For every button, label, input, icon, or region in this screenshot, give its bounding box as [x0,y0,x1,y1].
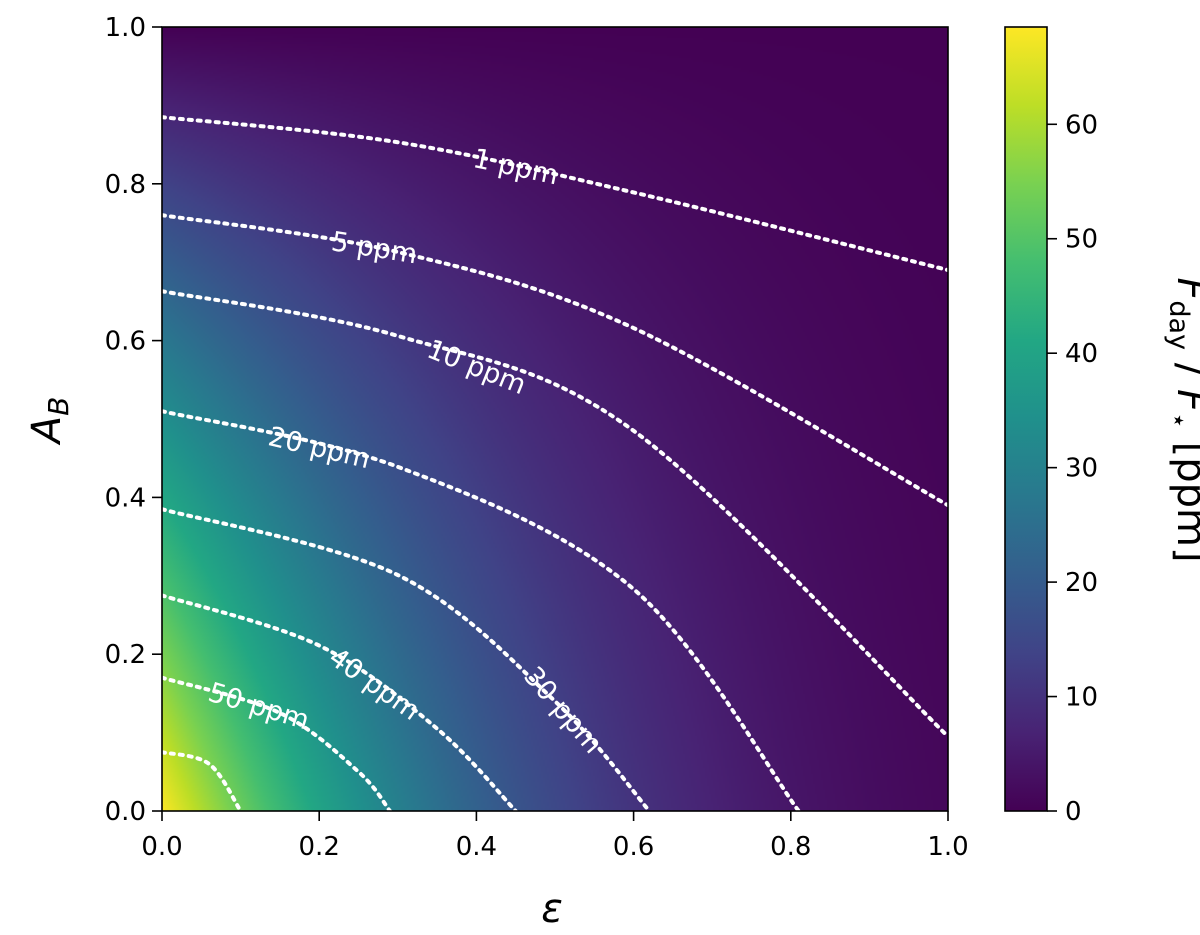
x-tick-label: 0.6 [613,832,654,862]
colorbar-label-unit: [ppm] [1168,429,1200,563]
plot-frame [161,26,949,812]
y-tick-label: 0.4 [105,483,146,513]
colorbar-tick-label: 50 [1065,225,1098,255]
x-tick-label: 0.0 [141,832,182,862]
colorbar-ticks: 0 10 20 30 40 50 60 [1047,110,1098,827]
x-axis-ticks: 0.0 0.2 0.4 0.6 0.8 1.0 [141,811,969,862]
colorbar-tick-label: 10 [1065,683,1098,713]
y-tick-label: 0.0 [105,797,146,827]
colorbar-label-sep: / [1168,350,1200,389]
y-tick-label: 1.0 [105,13,146,43]
y-axis-label-main: A [24,416,70,446]
x-tick-label: 0.2 [299,832,340,862]
y-axis-ticks: 0.0 0.2 0.4 0.6 0.8 1.0 [105,13,162,827]
contour-line-30 [162,507,652,811]
contour-line-50 [162,675,392,811]
colorbar-tick-label: 0 [1065,797,1082,827]
colorbar-label-main: F [1168,277,1200,301]
x-axis-label: ε [541,886,563,932]
y-tick-label: 0.8 [105,170,146,200]
contour-lines [162,115,948,811]
colorbar [1005,27,1047,811]
contour-line-20 [162,409,801,811]
contour-line-60 [162,750,243,811]
x-tick-label: 1.0 [927,832,968,862]
x-tick-label: 0.4 [456,832,497,862]
colorbar-tick-label: 40 [1065,339,1098,369]
colorbar-label-sub-star: ⋆ [1163,412,1194,429]
y-tick-label: 0.2 [105,640,146,670]
heatmap-field [162,27,948,811]
contour-line-40 [162,593,518,811]
y-axis-label-subscript: B [42,397,75,416]
x-tick-label: 0.8 [770,832,811,862]
colorbar-frame [1004,26,1048,812]
y-axis-label: AB [24,397,75,447]
colorbar-tick-label: 20 [1065,568,1098,598]
contour-line-10 [162,289,948,739]
colorbar-tick-label: 60 [1065,110,1098,140]
contour-line-1 [162,115,948,273]
y-tick-label: 0.6 [105,327,146,357]
colorbar-label-sub-day: day [1163,300,1194,350]
contour-line-5 [162,213,948,508]
colorbar-tick-label: 30 [1065,454,1098,484]
colorbar-label: Fday / F⋆ [ppm] [1163,277,1200,562]
colorbar-label-main-2: F [1168,389,1200,413]
